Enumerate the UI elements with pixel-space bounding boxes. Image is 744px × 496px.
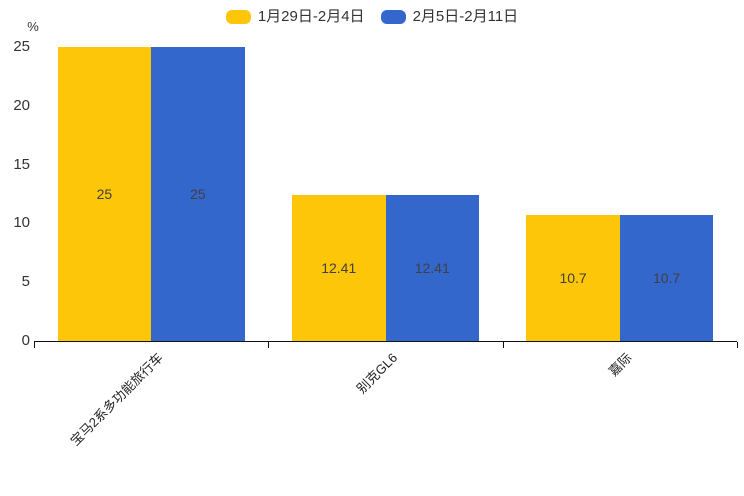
bar-week1[interactable]	[57, 47, 152, 341]
x-axis-tick	[737, 342, 738, 348]
bar-value-label: 12.41	[321, 260, 357, 276]
y-axis-tick-label: 20	[13, 96, 30, 114]
x-axis-category-label: 别克GL6	[353, 350, 401, 397]
bar-value-label: 10.7	[652, 270, 681, 286]
legend-label-week1: 1月29日-2月4日	[257, 8, 365, 25]
legend-swatch-icon	[380, 10, 406, 24]
bar-week2[interactable]	[619, 215, 714, 341]
legend-item-week1[interactable]: 1月29日-2月4日	[225, 8, 365, 26]
bar-value-label: 10.7	[559, 270, 587, 286]
y-axis-unit-label: %	[27, 19, 39, 34]
bar-week2[interactable]	[385, 195, 479, 341]
y-axis-tick-label: 15	[13, 155, 30, 173]
x-axis-tick	[502, 342, 504, 348]
x-axis-category-label: 宝马2系多功能旅行车	[67, 350, 166, 449]
y-axis-tick-label: 0	[21, 332, 30, 349]
bar-week1[interactable]	[292, 195, 386, 341]
x-axis-category-label: 嘉际	[605, 350, 635, 380]
bar-week1[interactable]	[526, 215, 620, 341]
y-axis-tick-label: 10	[13, 214, 30, 232]
y-axis-tick-label: 25	[13, 38, 30, 55]
legend-item-week2[interactable]: 2月5日-2月11日	[380, 8, 519, 26]
x-axis-tick	[268, 342, 270, 348]
y-axis-tick-label: 5	[21, 273, 30, 291]
bar-week2[interactable]	[151, 47, 245, 341]
legend: 1月29日-2月4日 2月5日-2月11日	[0, 8, 744, 26]
legend-label-week2: 2月5日-2月11日	[412, 8, 519, 25]
bar-value-label: 25	[96, 186, 113, 202]
x-axis-line	[34, 341, 737, 342]
bar-value-label: 25	[190, 186, 206, 202]
legend-swatch-icon	[225, 10, 251, 24]
bar-value-label: 12.41	[414, 260, 450, 276]
x-axis-tick	[34, 342, 35, 348]
